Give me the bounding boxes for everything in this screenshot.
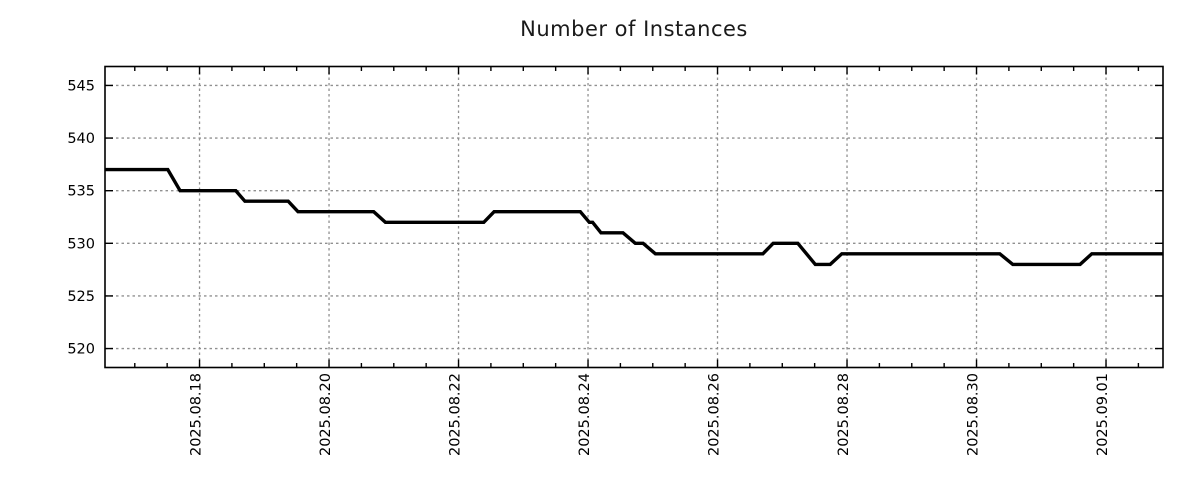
- x-tick-label: 2025.08.20: [318, 373, 334, 456]
- x-tick-label: 2025.08.28: [836, 373, 852, 456]
- series-line-instances: [105, 167, 1163, 267]
- y-tick-label: 530: [67, 236, 95, 252]
- y-tick-label: 535: [67, 184, 95, 200]
- x-tick-label: 2025.08.26: [707, 373, 723, 456]
- x-tick-label: 2025.09.01: [1095, 373, 1111, 456]
- x-tick-label: 2025.08.24: [577, 373, 593, 456]
- plot-border: [104, 65, 1164, 369]
- x-tick-label: 2025.08.18: [189, 373, 205, 456]
- y-tick-label: 545: [67, 78, 95, 94]
- chart-title: Number of Instances: [520, 17, 748, 41]
- x-tick-label: 2025.08.30: [966, 373, 982, 456]
- y-tick-label: 525: [67, 289, 95, 305]
- x-tick-label: 2025.08.22: [448, 373, 464, 456]
- y-tick-label: 540: [67, 131, 95, 147]
- y-tick-label: 520: [67, 342, 95, 358]
